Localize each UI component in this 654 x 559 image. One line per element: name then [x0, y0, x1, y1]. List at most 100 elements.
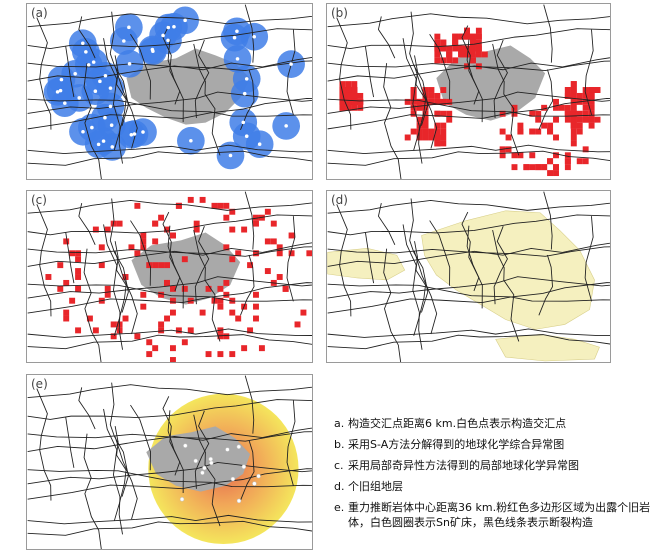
intersection-point: [86, 63, 91, 67]
anomaly-cell: [110, 333, 117, 340]
granite-polygon: [436, 45, 546, 121]
fault-line: [377, 16, 396, 59]
anomaly-cell: [547, 128, 554, 135]
anomaly-cell: [146, 339, 153, 346]
anomaly-cell: [410, 87, 417, 93]
anomaly-cell: [464, 33, 470, 40]
anomaly-cell: [158, 291, 165, 298]
intersection-point: [141, 130, 145, 134]
anomaly-cell: [440, 45, 447, 52]
anomaly-cell: [345, 81, 352, 88]
granite-area: [131, 232, 241, 305]
anomaly-cell: [339, 81, 346, 88]
anomaly-cell: [434, 33, 441, 40]
anomaly-cell: [529, 164, 536, 171]
anomaly-cell: [75, 250, 82, 257]
anomaly-cell: [229, 208, 236, 215]
anomaly-cell: [357, 98, 364, 105]
sn-deposit-circle: [193, 458, 198, 464]
anomaly-cell: [339, 98, 346, 105]
fault-line: [327, 60, 610, 71]
fault-line: [336, 204, 352, 317]
fault-line: [543, 191, 553, 250]
fault-line: [27, 60, 312, 71]
anomaly-cell: [223, 291, 230, 298]
intersection-point: [101, 139, 106, 143]
anomaly-cell: [481, 51, 488, 58]
fault-line: [27, 150, 312, 166]
anomaly-cell: [69, 297, 76, 304]
anomaly-cell: [187, 196, 194, 203]
anomaly-cell: [92, 226, 99, 233]
intersection-point: [189, 138, 193, 143]
anomaly-cell: [181, 285, 188, 292]
anomaly-cell: [140, 303, 147, 310]
anomaly-cell: [75, 327, 82, 334]
intersection-point: [289, 62, 293, 66]
anomaly-cell: [588, 92, 595, 99]
intersection-point: [108, 86, 113, 90]
anomaly-cell: [553, 134, 559, 141]
anomaly-cell: [434, 39, 441, 46]
map-c-svg: [27, 191, 312, 362]
fault-lines: [327, 4, 610, 179]
fault-line: [327, 283, 610, 302]
fault-line: [364, 232, 375, 284]
intersection-point: [235, 29, 239, 34]
anomaly-cell: [169, 285, 176, 292]
fault-line: [327, 144, 610, 155]
anomaly-cell: [122, 315, 129, 322]
fault-line: [493, 39, 508, 119]
anomaly-cell: [339, 92, 346, 99]
anomaly-cell: [253, 250, 259, 257]
intersection-point: [166, 25, 171, 30]
map-e-svg: [27, 375, 312, 549]
anomaly-cell: [570, 110, 577, 117]
fault-lines: [327, 191, 610, 362]
strata-polygon: [421, 210, 595, 330]
anomaly-cell: [351, 92, 358, 99]
fault-line: [83, 248, 102, 362]
fault-line: [240, 440, 255, 501]
anomaly-cell: [339, 104, 346, 111]
anomaly-cell: [440, 110, 447, 117]
geochemical-anomaly-cells: [339, 27, 601, 177]
anomaly-cell: [158, 214, 165, 221]
anomaly-cell: [416, 134, 423, 141]
anomaly-cell: [217, 303, 224, 310]
anomaly-cell: [570, 122, 577, 129]
intersection-point: [257, 142, 262, 146]
fault-line: [461, 211, 480, 292]
anomaly-cell: [104, 291, 111, 298]
fault-line: [27, 399, 312, 420]
anomaly-cell: [446, 98, 453, 105]
map-panel-a: (a): [26, 3, 313, 180]
intersection-point: [109, 123, 114, 127]
fault-line: [327, 150, 610, 166]
fault-line: [78, 387, 96, 430]
anomaly-cell: [229, 226, 236, 233]
anomaly-cell: [440, 134, 447, 141]
intersection-point: [77, 96, 82, 100]
fault-line: [114, 436, 138, 520]
fault-line: [27, 246, 312, 257]
sn-deposit-circle: [252, 481, 257, 486]
anomaly-cell: [469, 45, 476, 52]
intersection-points: [55, 18, 293, 158]
anomaly-cell: [541, 164, 548, 171]
anomaly-cell: [582, 98, 589, 105]
anomaly-cell: [428, 128, 435, 135]
anomaly-cell: [452, 33, 459, 40]
anomaly-cell: [223, 214, 230, 221]
intersection-point: [93, 89, 98, 93]
fault-line: [78, 16, 96, 59]
anomaly-cell: [134, 250, 141, 257]
anomaly-cell: [152, 220, 159, 227]
fault-line: [27, 28, 312, 50]
fault-line: [327, 214, 610, 236]
fault-line: [27, 431, 312, 442]
anomaly-cell: [576, 116, 583, 123]
anomaly-cell: [152, 262, 159, 269]
anomaly-cell: [570, 140, 577, 147]
granite-polygon: [126, 48, 251, 125]
